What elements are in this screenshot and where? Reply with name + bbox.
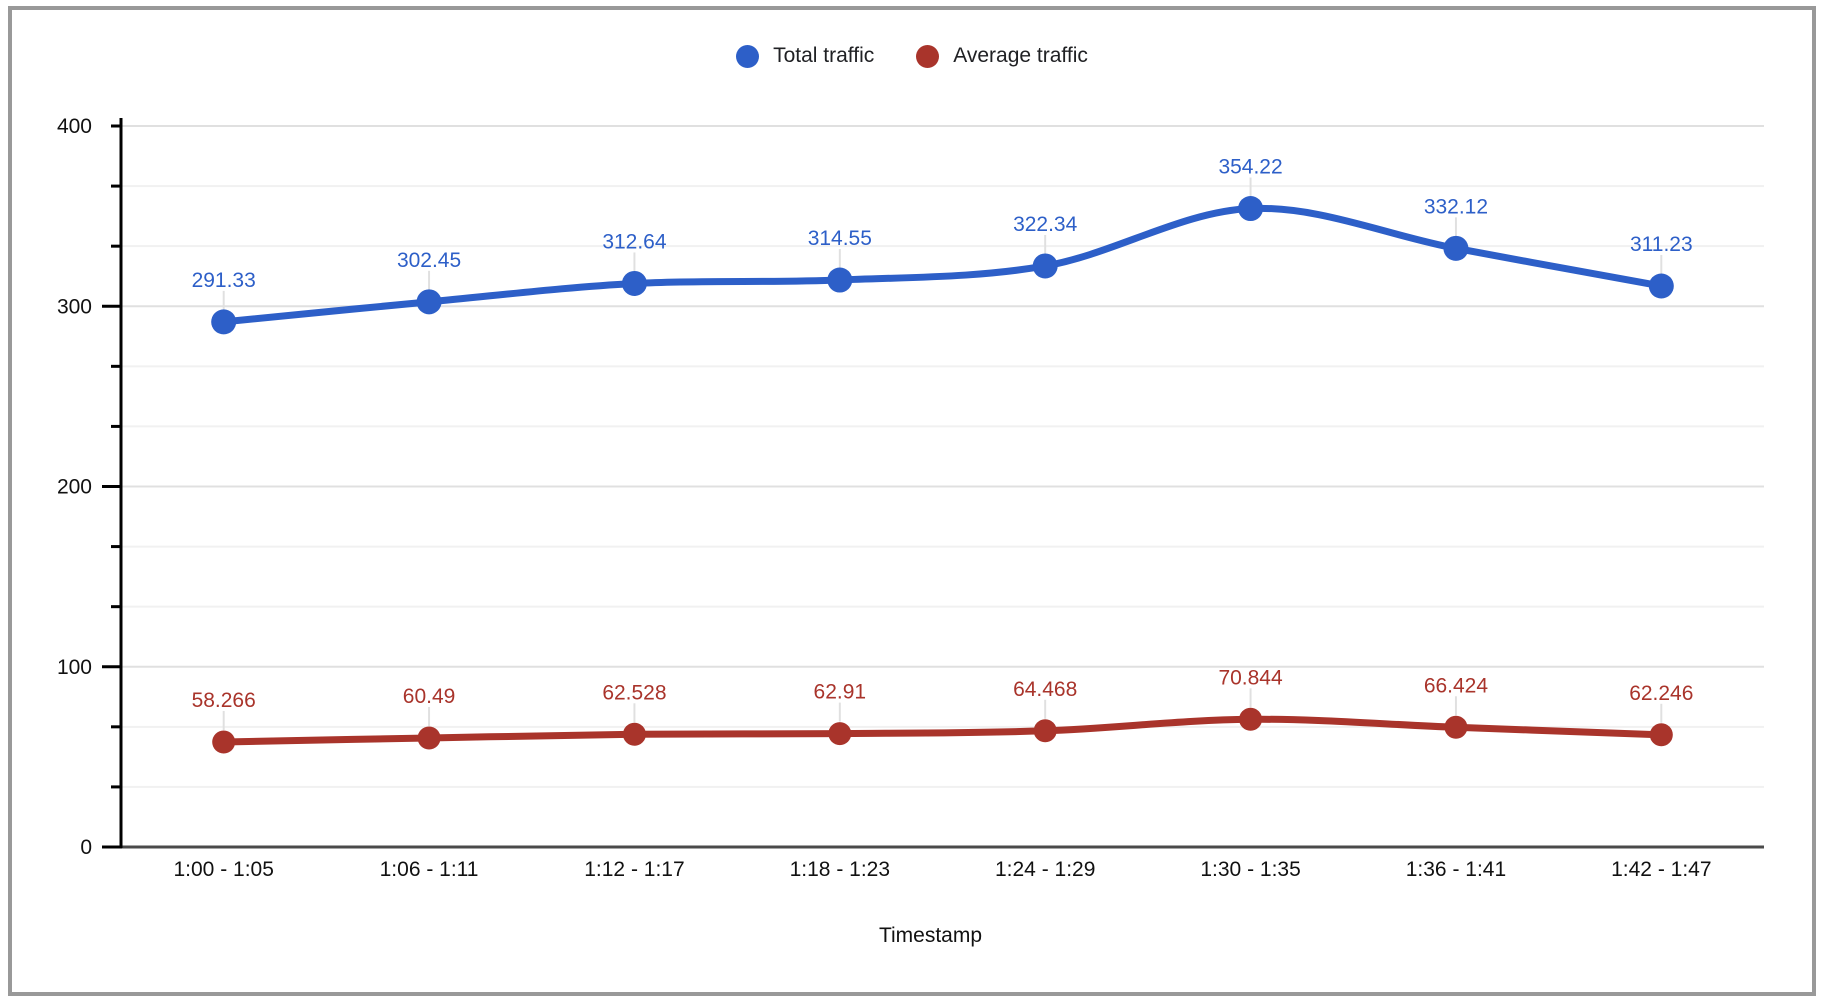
data-point-label: 70.844 xyxy=(1218,666,1283,689)
data-point-label: 62.91 xyxy=(814,681,867,704)
data-point-marker[interactable] xyxy=(622,722,646,746)
x-tick-label: 1:36 - 1:41 xyxy=(1406,858,1506,881)
y-tick-label: 400 xyxy=(57,115,92,138)
data-point-marker[interactable] xyxy=(828,722,852,746)
data-point-marker[interactable] xyxy=(621,270,647,296)
data-point-marker[interactable] xyxy=(1033,719,1057,743)
data-point-label: 312.64 xyxy=(602,230,667,253)
data-point-marker[interactable] xyxy=(1032,253,1058,279)
data-point-marker[interactable] xyxy=(827,267,853,293)
data-point-marker[interactable] xyxy=(211,309,237,335)
x-tick-label: 1:42 - 1:47 xyxy=(1611,858,1711,881)
legend-marker-average-traffic-icon xyxy=(916,44,940,68)
data-point-label: 322.34 xyxy=(1013,213,1078,236)
data-point-label: 66.424 xyxy=(1424,674,1489,697)
data-point-label: 311.23 xyxy=(1630,233,1693,256)
legend-label-average-traffic: Average traffic xyxy=(953,44,1088,67)
data-point-marker[interactable] xyxy=(1444,715,1468,739)
x-axis-title: Timestamp xyxy=(879,924,982,947)
x-tick-label: 1:24 - 1:29 xyxy=(995,858,1095,881)
x-tick-label: 1:30 - 1:35 xyxy=(1200,858,1300,881)
data-point-label: 302.45 xyxy=(397,249,461,272)
data-point-label: 291.33 xyxy=(192,269,256,292)
data-point-label: 314.55 xyxy=(808,227,872,250)
x-tick-label: 1:18 - 1:23 xyxy=(790,858,890,881)
y-tick-label: 300 xyxy=(57,295,92,318)
x-tick-label: 1:12 - 1:17 xyxy=(584,858,684,881)
data-point-label: 62.528 xyxy=(602,681,666,704)
data-point-label: 332.12 xyxy=(1424,195,1488,218)
data-point-marker[interactable] xyxy=(416,289,442,315)
data-point-label: 60.49 xyxy=(403,685,456,708)
legend-item-average-traffic[interactable]: Average traffic xyxy=(916,44,1088,68)
legend-label-total-traffic: Total traffic xyxy=(773,44,875,67)
series-line-total-traffic xyxy=(220,204,1665,326)
data-point-marker[interactable] xyxy=(1648,273,1674,299)
data-point-marker[interactable] xyxy=(1238,196,1264,222)
chart-legend: Total traffic Average traffic xyxy=(0,44,1824,68)
y-tick-label: 0 xyxy=(80,836,92,859)
data-point-marker[interactable] xyxy=(212,730,236,754)
data-point-label: 62.246 xyxy=(1629,682,1693,705)
x-tick-label: 1:06 - 1:11 xyxy=(380,858,479,881)
data-point-label: 354.22 xyxy=(1218,156,1282,179)
series-line-average-traffic xyxy=(220,715,1665,746)
x-tick-label: 1:00 - 1:05 xyxy=(173,858,273,881)
data-point-marker[interactable] xyxy=(1649,723,1673,747)
data-point-label: 58.266 xyxy=(192,689,256,712)
data-point-marker[interactable] xyxy=(1443,235,1469,261)
y-tick-label: 100 xyxy=(57,656,92,679)
data-point-marker[interactable] xyxy=(417,726,441,750)
chart-frame xyxy=(8,6,1816,996)
legend-item-total-traffic[interactable]: Total traffic xyxy=(736,44,874,68)
y-tick-label: 200 xyxy=(57,476,92,499)
data-point-label: 64.468 xyxy=(1013,678,1077,701)
legend-marker-total-traffic-icon xyxy=(736,44,760,68)
data-point-marker[interactable] xyxy=(1239,707,1263,731)
